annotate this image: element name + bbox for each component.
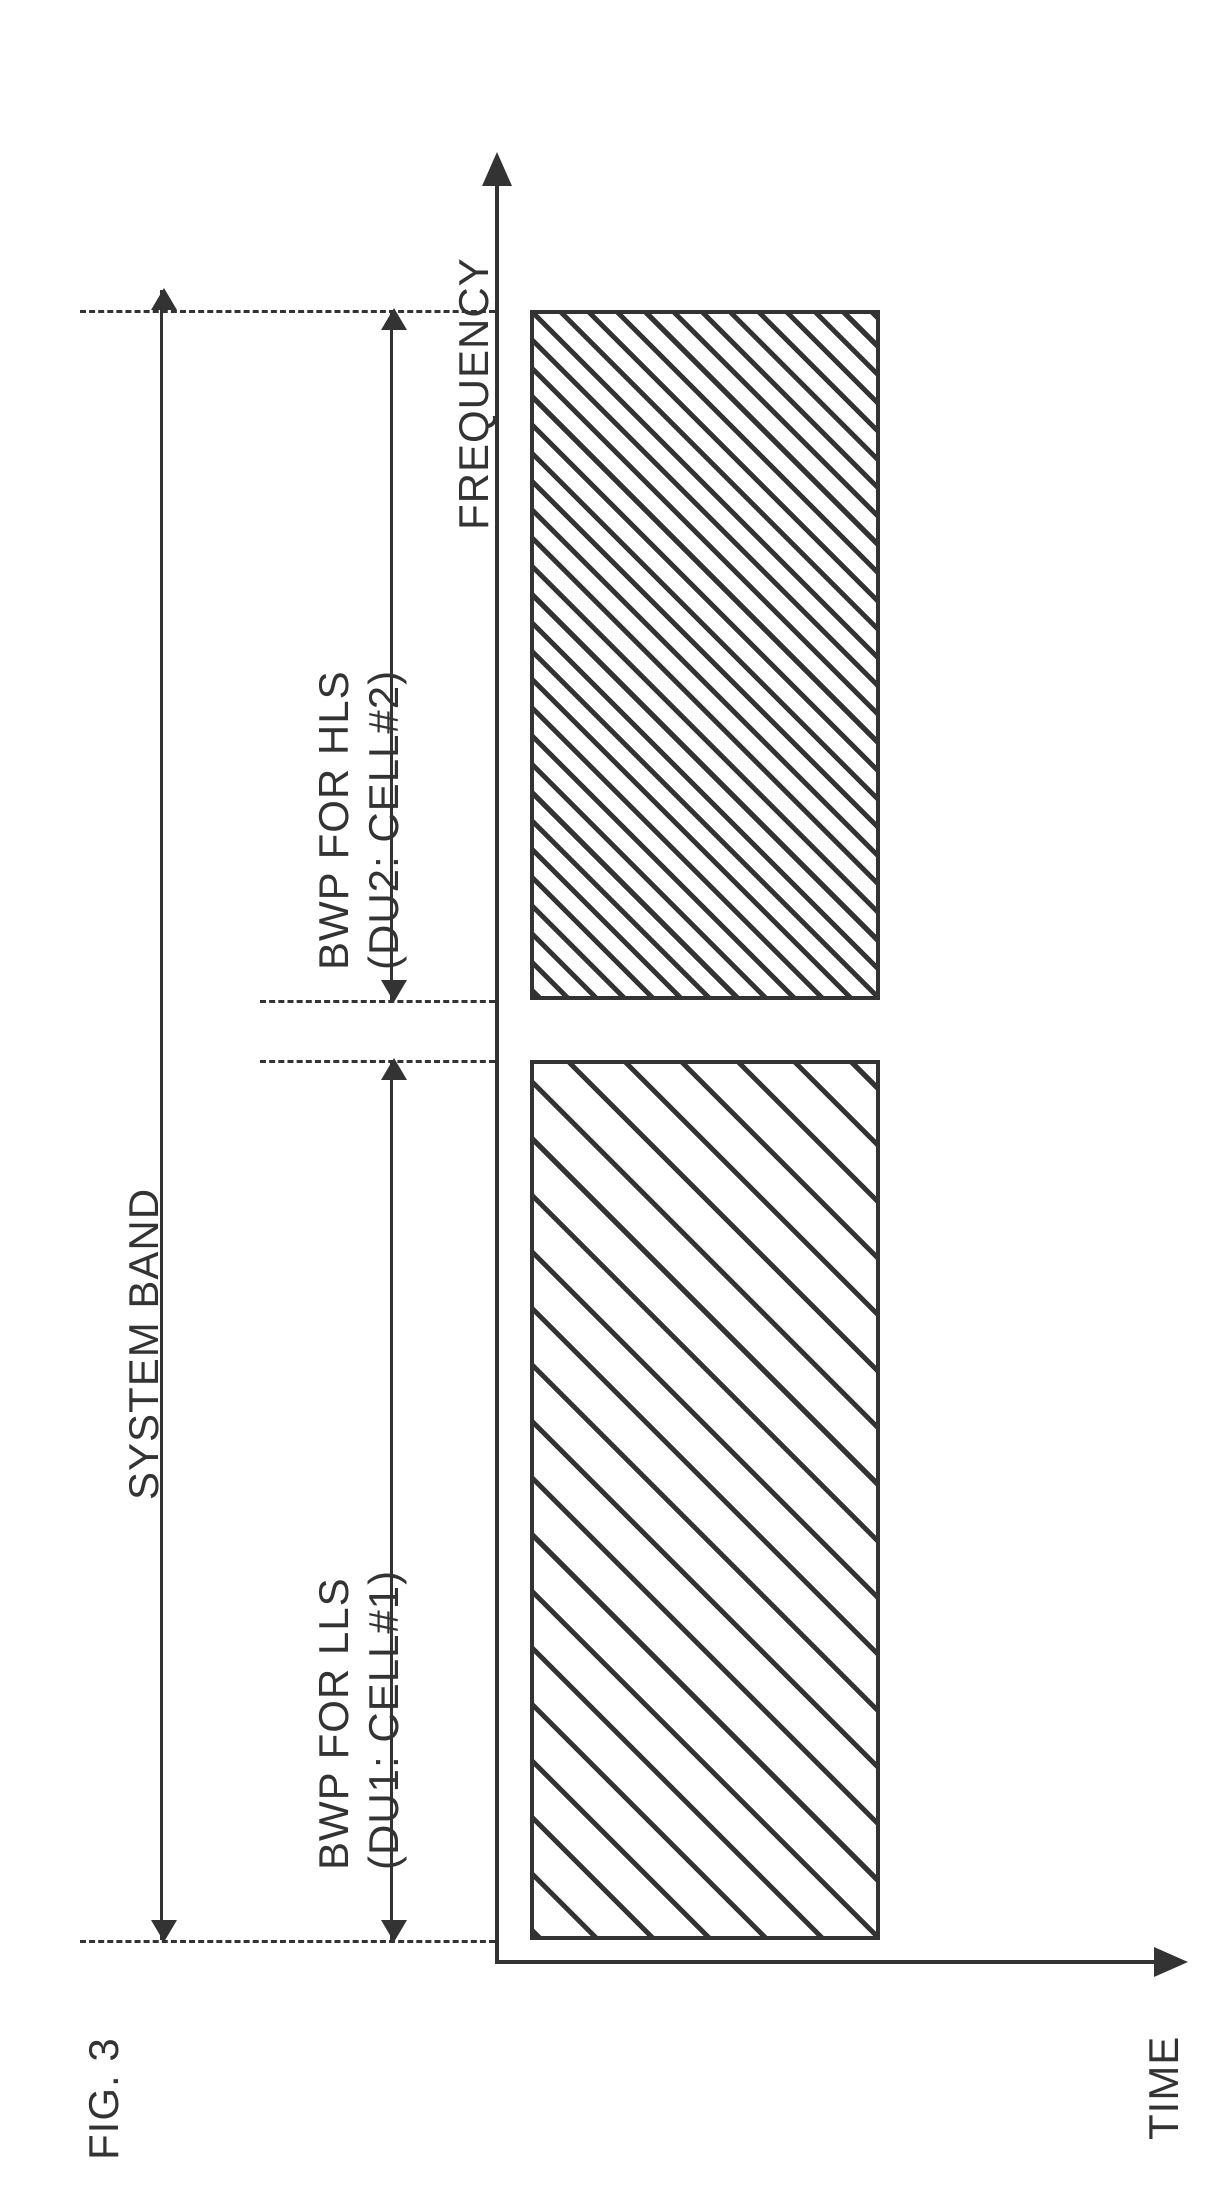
dash-hls-bottom — [260, 1000, 495, 1003]
bwp-hls-label-2: (DU2: CELL#2) — [360, 670, 408, 970]
bwp-lls-label-1: BWP FOR LLS — [310, 1577, 358, 1870]
bwp-hls-box — [530, 310, 880, 1000]
bwp-lls-box — [530, 1060, 880, 1940]
dash-system-bottom — [80, 1940, 495, 1943]
figure-label: FIG. 3 — [80, 2037, 128, 2160]
time-axis — [495, 1960, 1160, 1964]
system-band-label: SYSTEM BAND — [120, 1188, 168, 1500]
dash-lls-top — [260, 1060, 495, 1063]
system-band-range — [160, 290, 163, 1940]
frequency-axis-label: FREQUENCY — [450, 257, 498, 530]
frequency-axis-arrowhead — [482, 152, 512, 186]
dash-system-top — [80, 310, 495, 313]
bwp-hls-label-1: BWP FOR HLS — [310, 670, 358, 970]
bwp-lls-label-2: (DU1: CELL#1) — [360, 1570, 408, 1870]
time-axis-arrowhead — [1154, 1947, 1188, 1977]
time-axis-label: TIME — [1140, 2036, 1188, 2140]
